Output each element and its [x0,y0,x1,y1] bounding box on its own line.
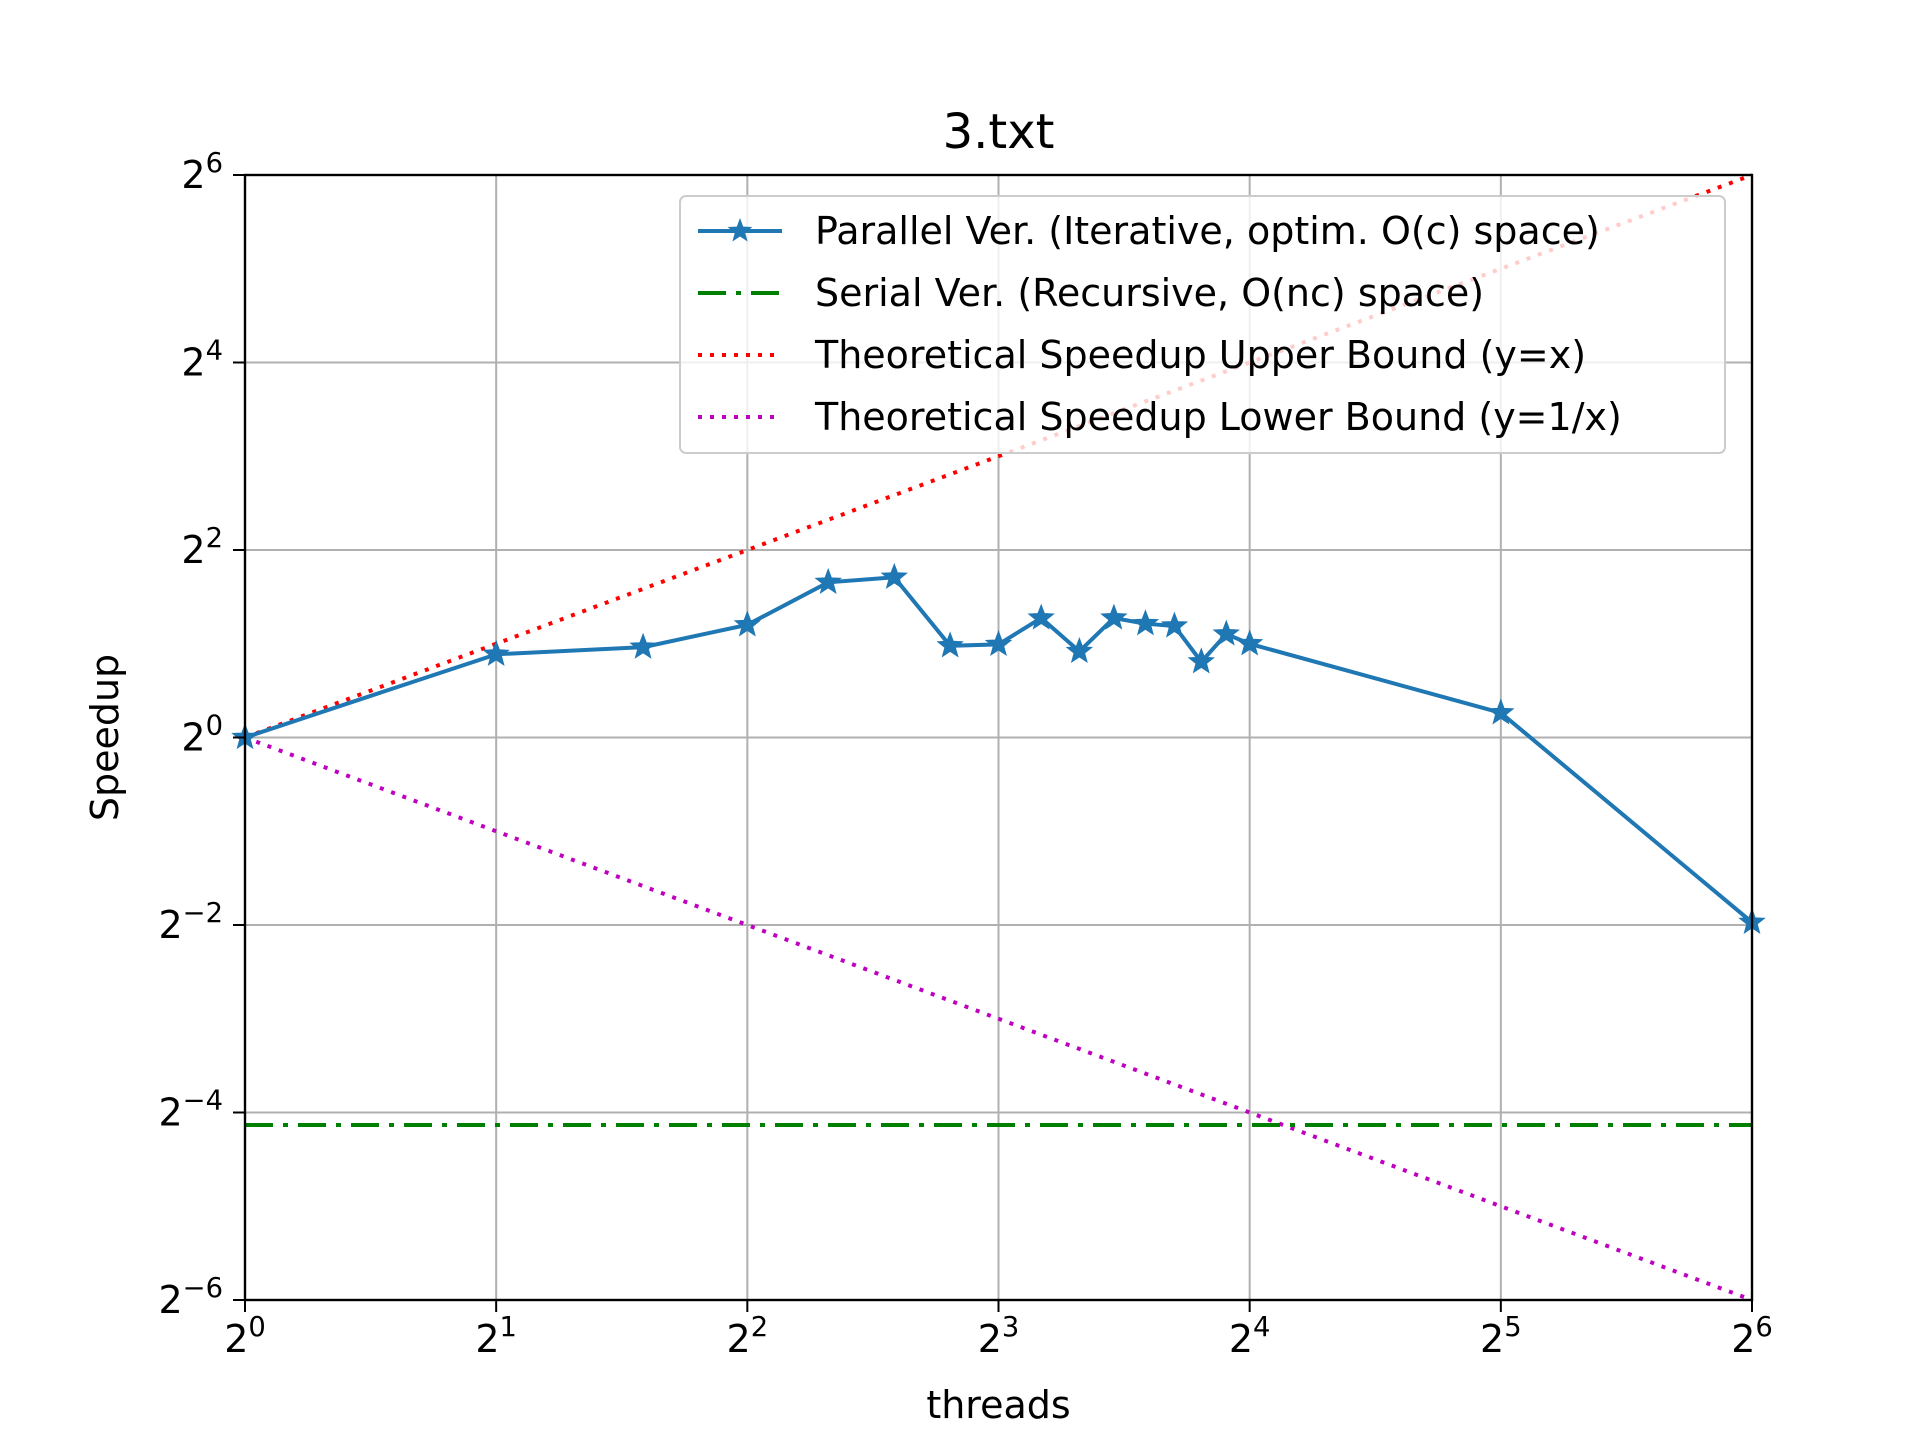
data-point [1187,647,1215,674]
data-point [936,631,964,658]
data-point [1100,603,1128,630]
x-tick-label: 25 [1480,1312,1522,1361]
data-point [814,567,842,594]
legend-label: Theoretical Speedup Lower Bound (y=1/x) [814,395,1622,439]
legend-label: Theoretical Speedup Upper Bound (y=x) [814,333,1586,377]
y-tick-label: 2−2 [158,898,223,947]
data-point [880,562,908,589]
data-point [1487,698,1515,725]
y-axis-label: Speedup [83,654,127,821]
data-point [482,639,510,666]
y-tick-label: 26 [181,148,223,197]
legend: Parallel Ver. (Iterative, optim. O(c) sp… [679,195,1726,454]
data-point [1160,611,1189,638]
y-tick-label: 2−6 [158,1273,223,1322]
ticks: 20 21 22 23 24 25 26 2−6 2−4 2−2 20 22 24 26 [158,148,1772,1361]
series-line [244,735,1753,1302]
chart-title: 3.txt [943,104,1055,160]
x-tick-label: 22 [727,1312,769,1361]
data-point [1027,603,1055,630]
y-tick-label: 20 [181,711,223,760]
x-tick-label: 26 [1731,1312,1773,1361]
x-tick-label: 24 [1229,1312,1271,1361]
legend-label: Parallel Ver. (Iterative, optim. O(c) sp… [815,209,1600,253]
data-point [1065,636,1094,664]
x-axis-label: threads [926,1383,1070,1427]
legend-frame [679,195,1726,454]
data-point [629,632,657,659]
data-point [984,629,1013,657]
y-tick-label: 24 [181,336,223,385]
series-line [244,173,1753,740]
data-point [733,610,762,637]
legend-label: Serial Ver. (Recursive, O(nc) space) [815,271,1484,315]
y-tick-label: 22 [181,523,223,572]
legend-marker [727,218,753,242]
y-tick-label: 2−4 [158,1086,223,1135]
data-point [1235,629,1264,656]
x-tick-label: 20 [224,1312,266,1361]
data-point [1131,609,1160,636]
x-tick-label: 21 [475,1312,517,1361]
x-tick-label: 23 [978,1312,1020,1361]
series-layer [231,173,1766,1302]
data-point [1212,619,1240,646]
